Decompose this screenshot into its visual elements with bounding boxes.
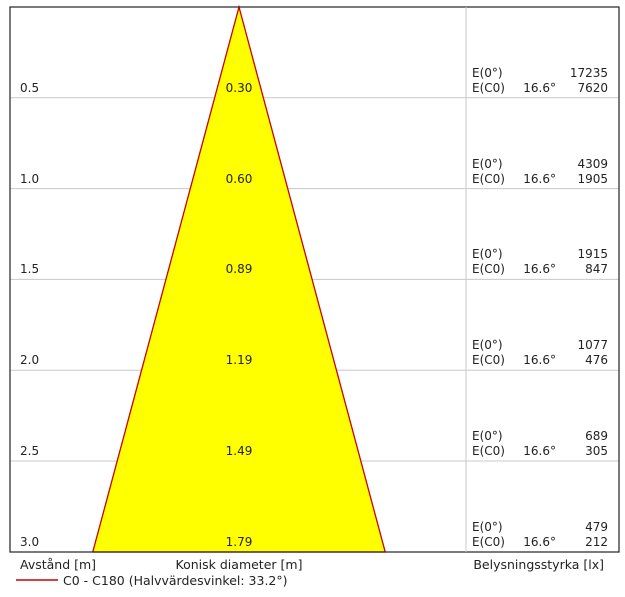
row-distance: 2.0 bbox=[20, 353, 40, 368]
row-e0-label: E(0°) bbox=[472, 247, 503, 262]
row-diameter: 0.89 bbox=[225, 262, 253, 277]
row-diameter: 1.79 bbox=[225, 534, 253, 549]
illuminance-axis-label: Belysningsstyrka [lx] bbox=[473, 557, 604, 572]
row-distance: 1.0 bbox=[20, 171, 40, 186]
row-e0-label: E(0°) bbox=[472, 65, 503, 80]
row-ec0-label: E(C0) bbox=[472, 80, 505, 95]
diagram-border bbox=[9, 6, 620, 553]
row-diameter: 0.30 bbox=[225, 80, 253, 95]
row-ec0-angle: 16.6° bbox=[523, 534, 556, 549]
row-diameter: 0.60 bbox=[225, 171, 253, 186]
distance-axis-label: Avstånd [m] bbox=[20, 557, 97, 572]
row-ec0-label: E(C0) bbox=[472, 171, 505, 186]
row-ec0-angle: 16.6° bbox=[523, 80, 556, 95]
row-e0-value: 1077 bbox=[577, 338, 608, 353]
legend-label: C0 - C180 (Halvvärdesvinkel: 33.2°) bbox=[63, 573, 288, 588]
row-ec0-value: 476 bbox=[585, 353, 608, 368]
row-e0-value: 1915 bbox=[577, 247, 608, 262]
row-e0-value: 479 bbox=[585, 519, 608, 534]
row-ec0-angle: 16.6° bbox=[523, 444, 556, 458]
row-ec0-label: E(C0) bbox=[472, 534, 505, 549]
row-e0-value: 17235 bbox=[569, 65, 608, 80]
row-ec0-angle: 16.6° bbox=[523, 171, 556, 186]
row-ec0-label: E(C0) bbox=[472, 444, 505, 458]
row-distance: 0.5 bbox=[20, 80, 40, 95]
row-ec0-value: 305 bbox=[585, 444, 608, 458]
diameter-axis-label: Konisk diameter [m] bbox=[175, 557, 303, 572]
row-ec0-value: 212 bbox=[585, 534, 608, 549]
row-ec0-angle: 16.6° bbox=[523, 353, 556, 368]
row-e0-label: E(0°) bbox=[472, 429, 503, 443]
row-diameter: 1.49 bbox=[225, 444, 253, 458]
row-e0-label: E(0°) bbox=[472, 338, 503, 353]
row-ec0-value: 847 bbox=[585, 262, 608, 277]
row-ec0-value: 1905 bbox=[577, 171, 608, 186]
row-e0-value: 689 bbox=[585, 429, 608, 443]
row-ec0-angle: 16.6° bbox=[523, 262, 556, 277]
row-ec0-label: E(C0) bbox=[472, 353, 505, 368]
row-e0-label: E(0°) bbox=[472, 519, 503, 534]
row-ec0-value: 7620 bbox=[577, 80, 608, 95]
row-e0-label: E(0°) bbox=[472, 156, 503, 171]
row-diameter: 1.19 bbox=[225, 353, 253, 368]
row-ec0-label: E(C0) bbox=[472, 262, 505, 277]
row-distance: 2.5 bbox=[20, 444, 40, 458]
row-e0-value: 4309 bbox=[577, 156, 608, 171]
row-distance: 3.0 bbox=[20, 534, 40, 549]
row-distance: 1.5 bbox=[20, 262, 40, 277]
